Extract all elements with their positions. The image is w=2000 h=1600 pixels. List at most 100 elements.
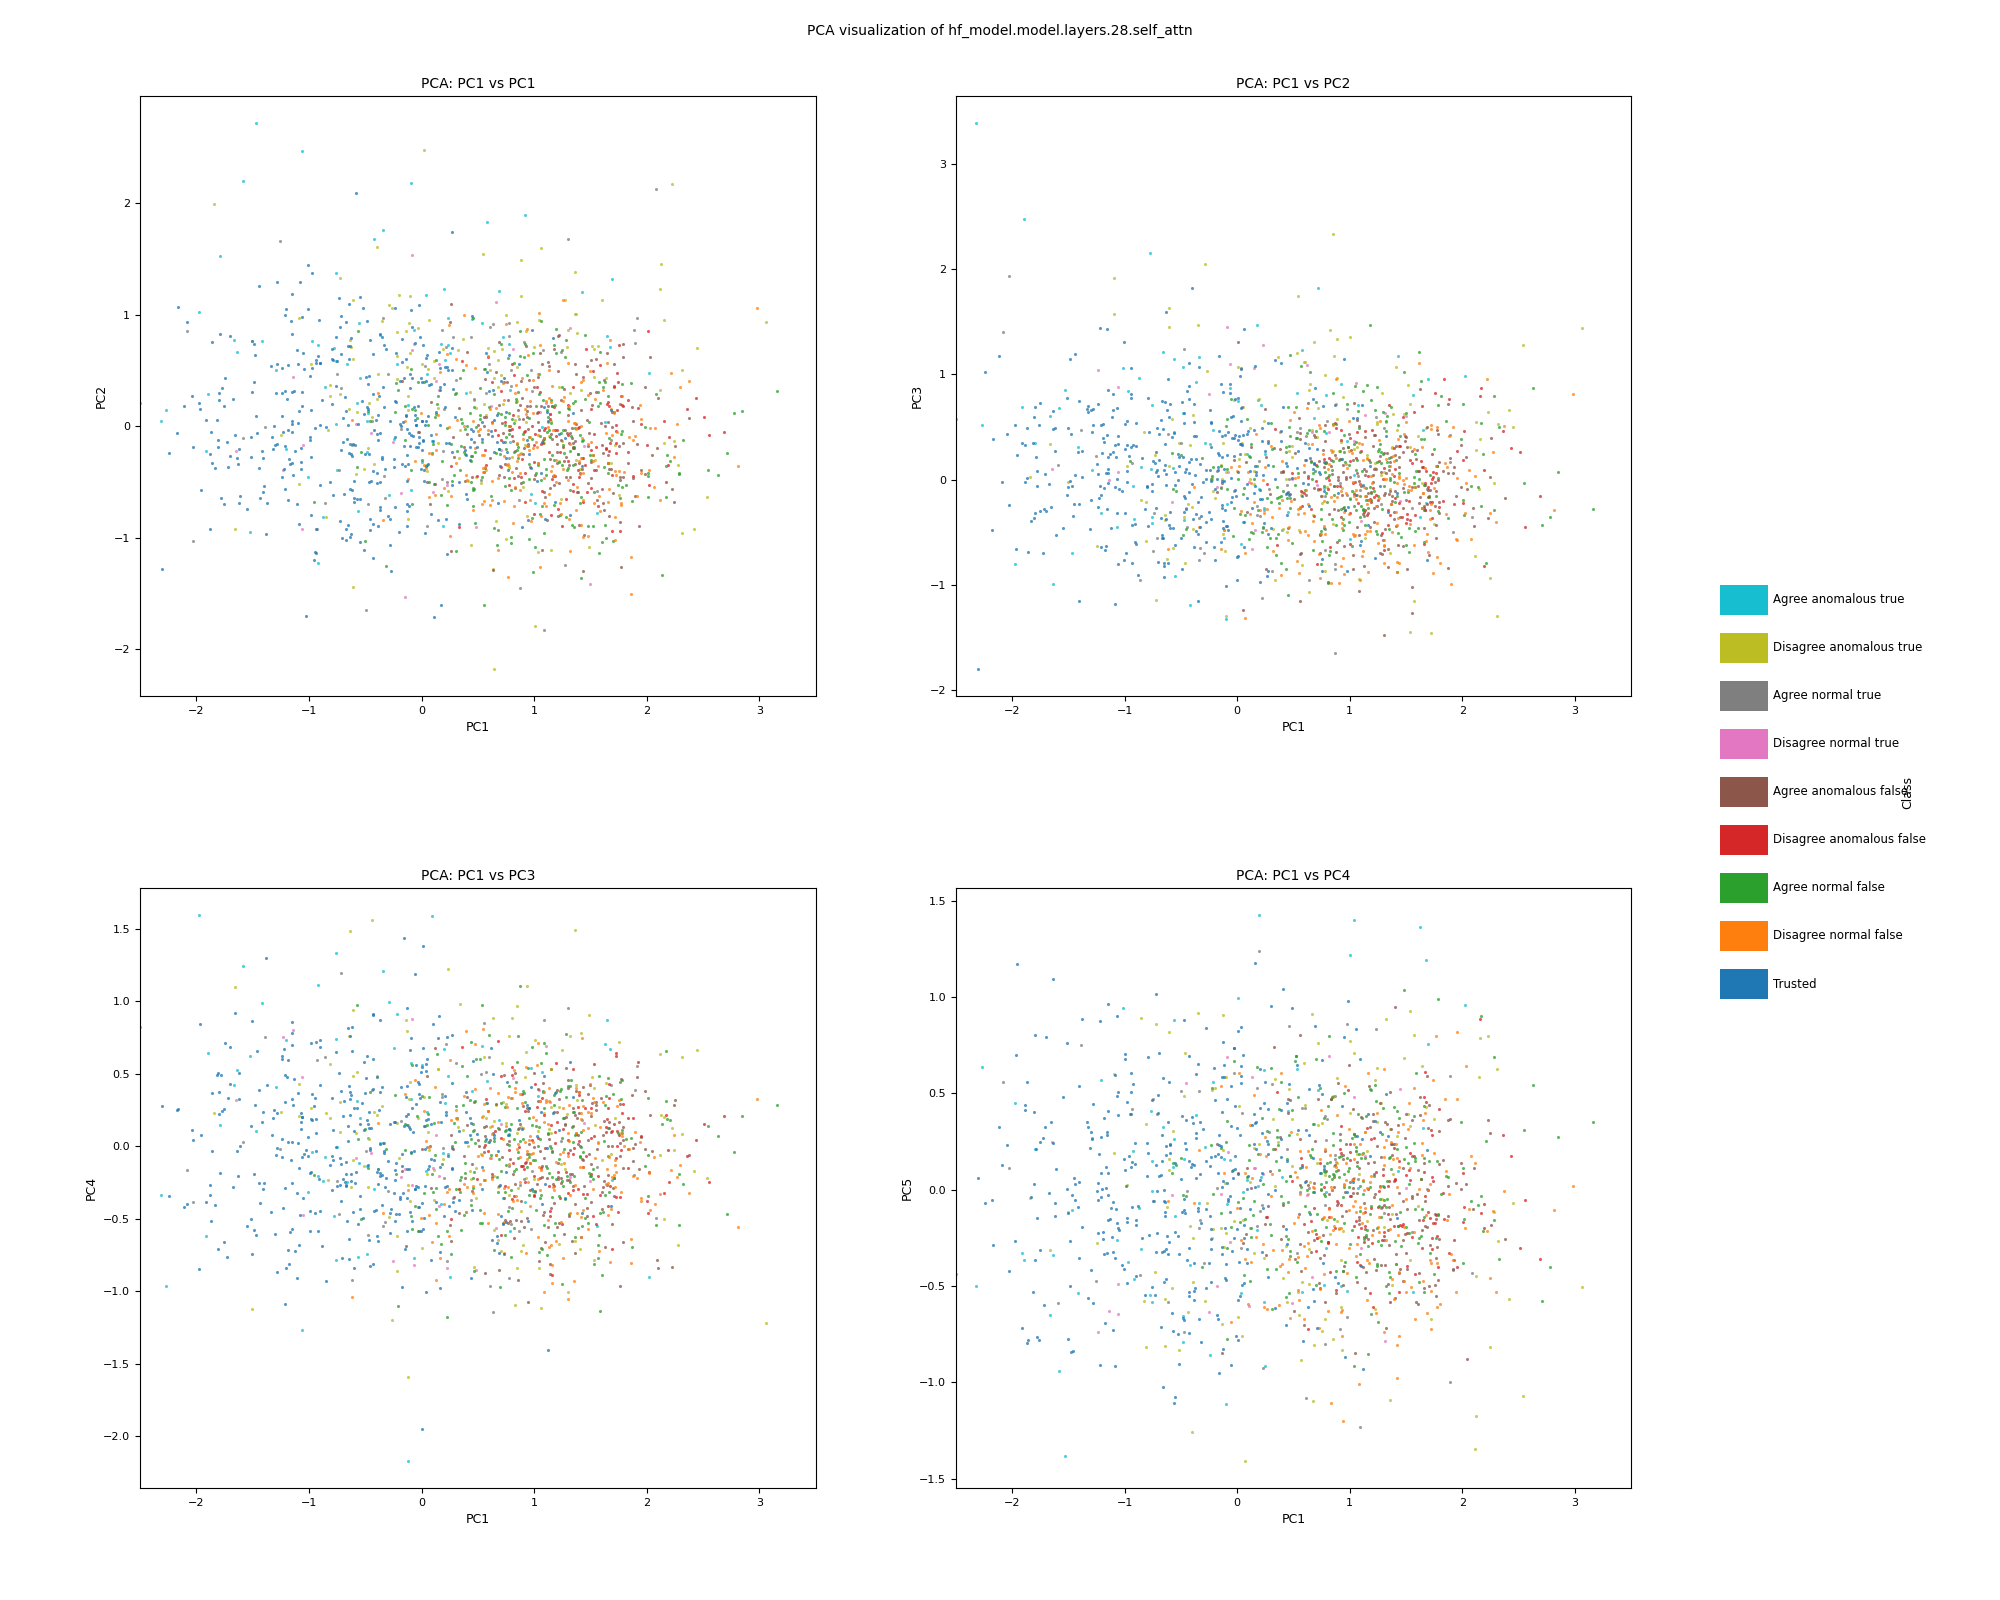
Point [1354, 453, 1386, 478]
Point [1322, 526, 1354, 552]
Point [1114, 1101, 1146, 1126]
Point [1298, 528, 1330, 554]
Point [1334, 1051, 1366, 1077]
Point [460, 464, 492, 490]
Point [1312, 1197, 1344, 1222]
Point [558, 1240, 590, 1266]
Point [1438, 491, 1470, 517]
Point [304, 411, 336, 437]
Point [422, 384, 454, 410]
Point [340, 1094, 372, 1120]
Point [536, 538, 568, 563]
Point [1414, 462, 1446, 488]
Point [1248, 496, 1280, 522]
Point [606, 331, 638, 357]
Point [1296, 456, 1328, 482]
Point [386, 1074, 418, 1099]
Point [516, 1074, 548, 1099]
Point [544, 1128, 576, 1154]
Point [1264, 1253, 1296, 1278]
Point [1316, 411, 1348, 437]
Point [1212, 459, 1244, 485]
Point [620, 1064, 652, 1090]
Point [1296, 1264, 1328, 1290]
Point [498, 1226, 530, 1251]
Point [1406, 1130, 1438, 1155]
Point [532, 386, 564, 411]
Point [1474, 501, 1506, 526]
Point [1388, 534, 1420, 560]
Point [444, 458, 476, 483]
Point [1388, 472, 1420, 498]
Point [258, 1098, 290, 1123]
Point [1196, 478, 1228, 504]
Point [1178, 1190, 1210, 1216]
Point [1210, 1171, 1242, 1197]
Point [1212, 419, 1244, 445]
Point [1270, 1285, 1302, 1310]
Point [374, 1110, 406, 1136]
Point [490, 437, 522, 462]
Point [576, 1090, 608, 1115]
Point [656, 1254, 688, 1280]
Point [426, 466, 458, 491]
Point [350, 1080, 382, 1106]
Point [1264, 485, 1296, 510]
Point [1438, 1248, 1470, 1274]
Point [450, 1160, 482, 1186]
Point [1226, 357, 1258, 382]
Point [360, 1102, 392, 1128]
Point [358, 418, 390, 443]
Point [504, 406, 536, 432]
Point [388, 584, 420, 610]
Point [518, 1163, 550, 1189]
Point [1434, 1242, 1466, 1267]
Point [1378, 1213, 1410, 1238]
Point [236, 328, 268, 354]
Point [1368, 440, 1400, 466]
Point [512, 466, 544, 491]
Point [384, 1186, 416, 1211]
Point [1408, 498, 1440, 523]
Point [1420, 1235, 1452, 1261]
Point [1206, 1216, 1238, 1242]
Point [494, 429, 526, 454]
Point [1390, 531, 1422, 557]
Point [1308, 454, 1340, 480]
Point [1364, 1173, 1396, 1198]
Point [510, 1138, 542, 1163]
Point [1090, 1154, 1122, 1179]
Point [1170, 496, 1202, 522]
Point [1308, 1205, 1340, 1230]
Point [530, 1134, 562, 1160]
Point [1356, 478, 1388, 504]
Point [1048, 515, 1080, 541]
Point [284, 269, 316, 294]
Point [474, 493, 506, 518]
Point [380, 366, 412, 392]
Point [552, 1120, 584, 1146]
Point [296, 350, 328, 376]
Point [1328, 1253, 1360, 1278]
Point [586, 378, 618, 403]
Point [1086, 426, 1118, 451]
Point [1310, 558, 1342, 584]
Point [604, 1274, 636, 1299]
Point [584, 1062, 616, 1088]
Point [320, 323, 352, 349]
Point [1136, 456, 1168, 482]
Point [1404, 491, 1436, 517]
Point [504, 486, 536, 512]
Point [1306, 1160, 1338, 1186]
Point [1306, 394, 1338, 419]
Point [440, 1098, 472, 1123]
Point [590, 1173, 622, 1198]
Point [640, 416, 672, 442]
Point [554, 421, 586, 446]
Point [522, 1238, 554, 1264]
Point [402, 419, 434, 445]
Point [1292, 1138, 1324, 1163]
Point [578, 336, 610, 362]
Point [986, 1152, 1018, 1178]
Point [566, 370, 598, 395]
